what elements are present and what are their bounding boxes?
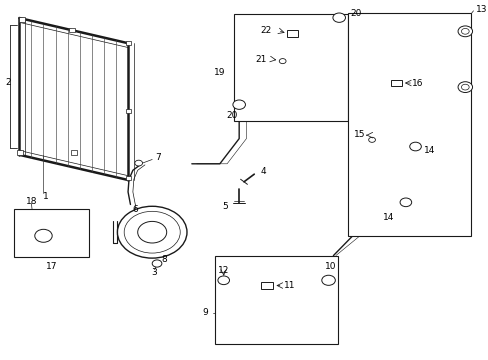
Circle shape bbox=[368, 137, 375, 142]
Text: 20: 20 bbox=[349, 9, 361, 18]
Circle shape bbox=[138, 221, 166, 243]
Text: 5: 5 bbox=[222, 202, 227, 211]
Bar bbox=[20, 17, 25, 22]
Circle shape bbox=[218, 276, 229, 285]
Bar bbox=[390, 80, 401, 86]
Circle shape bbox=[117, 206, 186, 258]
Text: 1: 1 bbox=[43, 192, 49, 201]
Bar bbox=[125, 109, 131, 113]
Circle shape bbox=[457, 26, 471, 37]
Text: 17: 17 bbox=[46, 262, 58, 271]
Bar bbox=[287, 30, 298, 37]
Bar bbox=[347, 13, 470, 236]
Circle shape bbox=[461, 28, 468, 34]
Bar bbox=[17, 150, 22, 155]
Circle shape bbox=[321, 275, 335, 285]
Circle shape bbox=[135, 160, 142, 166]
Bar bbox=[71, 150, 77, 155]
Bar bbox=[125, 41, 131, 45]
Text: 14: 14 bbox=[383, 213, 394, 222]
Text: 9: 9 bbox=[202, 309, 207, 318]
Text: 18: 18 bbox=[25, 197, 37, 206]
Text: 13: 13 bbox=[475, 5, 487, 14]
Text: 15: 15 bbox=[353, 130, 365, 139]
Text: 8: 8 bbox=[161, 256, 167, 265]
Bar bbox=[15, 209, 89, 257]
Text: 2: 2 bbox=[5, 78, 11, 87]
Circle shape bbox=[461, 84, 468, 90]
Circle shape bbox=[279, 59, 285, 64]
Circle shape bbox=[332, 13, 345, 22]
Text: 12: 12 bbox=[218, 266, 229, 275]
Bar bbox=[125, 176, 131, 180]
Text: 3: 3 bbox=[151, 268, 157, 277]
Circle shape bbox=[35, 229, 52, 242]
Text: 10: 10 bbox=[325, 262, 336, 271]
Bar bbox=[234, 14, 347, 121]
Text: 6: 6 bbox=[132, 205, 138, 215]
Circle shape bbox=[457, 82, 471, 93]
Text: 21: 21 bbox=[255, 55, 266, 64]
Circle shape bbox=[399, 198, 411, 207]
Circle shape bbox=[232, 100, 245, 109]
Circle shape bbox=[409, 142, 421, 151]
Text: 11: 11 bbox=[284, 281, 295, 290]
Circle shape bbox=[152, 260, 162, 267]
Text: 4: 4 bbox=[260, 166, 265, 176]
Text: 7: 7 bbox=[155, 153, 161, 162]
Text: 22: 22 bbox=[260, 26, 271, 35]
Text: 20: 20 bbox=[226, 111, 237, 120]
Circle shape bbox=[124, 211, 180, 253]
Text: 14: 14 bbox=[424, 146, 435, 155]
Text: 16: 16 bbox=[411, 78, 423, 87]
Bar bbox=[69, 28, 75, 32]
Bar bbox=[261, 282, 273, 289]
Text: 19: 19 bbox=[214, 68, 225, 77]
Bar bbox=[215, 256, 338, 344]
